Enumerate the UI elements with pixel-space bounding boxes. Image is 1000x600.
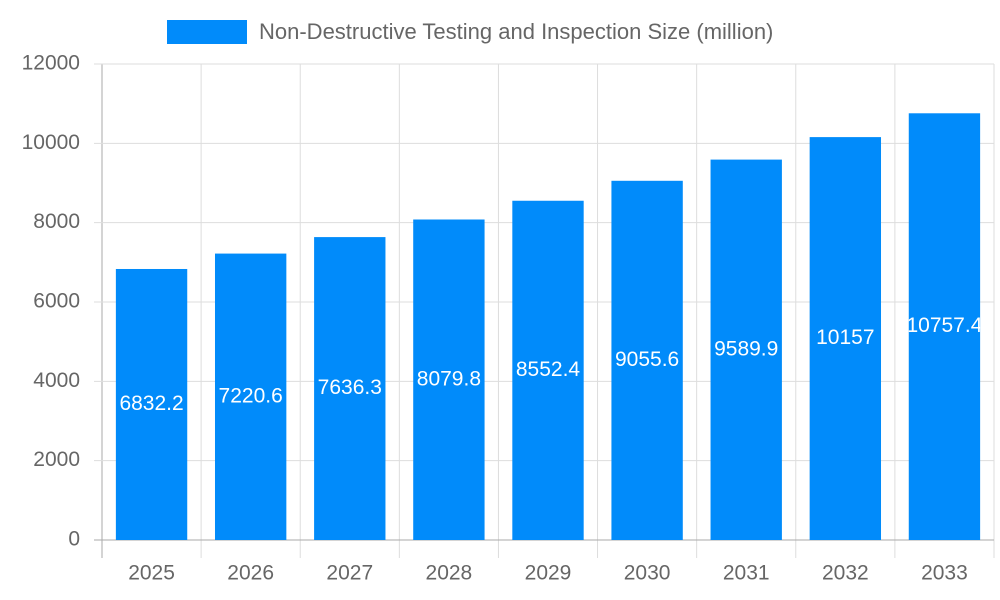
y-tick-label: 0	[68, 528, 80, 551]
y-tick-label: 6000	[33, 290, 80, 313]
bar	[314, 237, 386, 540]
bar	[611, 180, 683, 540]
value-label: 10157	[816, 326, 874, 349]
x-tick-label: 2027	[326, 562, 373, 585]
y-tick-label: 8000	[33, 210, 80, 233]
x-tick-label: 2025	[128, 562, 175, 585]
bar	[908, 113, 981, 541]
value-label: 7636.3	[318, 376, 382, 399]
bar	[809, 137, 882, 541]
x-tick-label: 2032	[822, 562, 869, 585]
bar	[214, 253, 287, 540]
x-tick-label: 2030	[624, 562, 671, 585]
x-tick-label: 2029	[525, 562, 572, 585]
legend-label: Non-Destructive Testing and Inspection S…	[259, 19, 773, 44]
bar	[115, 268, 188, 540]
x-tick-label: 2033	[921, 562, 968, 585]
bar	[710, 159, 782, 540]
y-tick-label: 10000	[22, 131, 80, 154]
value-label: 7220.6	[219, 384, 283, 407]
value-label: 9055.6	[615, 348, 679, 371]
x-tick-label: 2028	[426, 562, 473, 585]
value-label: 9589.9	[714, 337, 778, 360]
bar	[512, 200, 584, 540]
legend-swatch	[167, 20, 247, 44]
value-label: 8079.8	[417, 367, 481, 390]
value-label: 10757.4	[906, 314, 982, 337]
bar	[413, 219, 485, 540]
value-label: 6832.2	[119, 392, 183, 415]
y-tick-label: 4000	[33, 369, 80, 392]
value-label: 8552.4	[516, 358, 581, 381]
x-tick-label: 2031	[723, 562, 770, 585]
y-tick-label: 2000	[33, 448, 80, 471]
x-tick-label: 2026	[227, 562, 274, 585]
y-tick-label: 12000	[22, 52, 80, 75]
